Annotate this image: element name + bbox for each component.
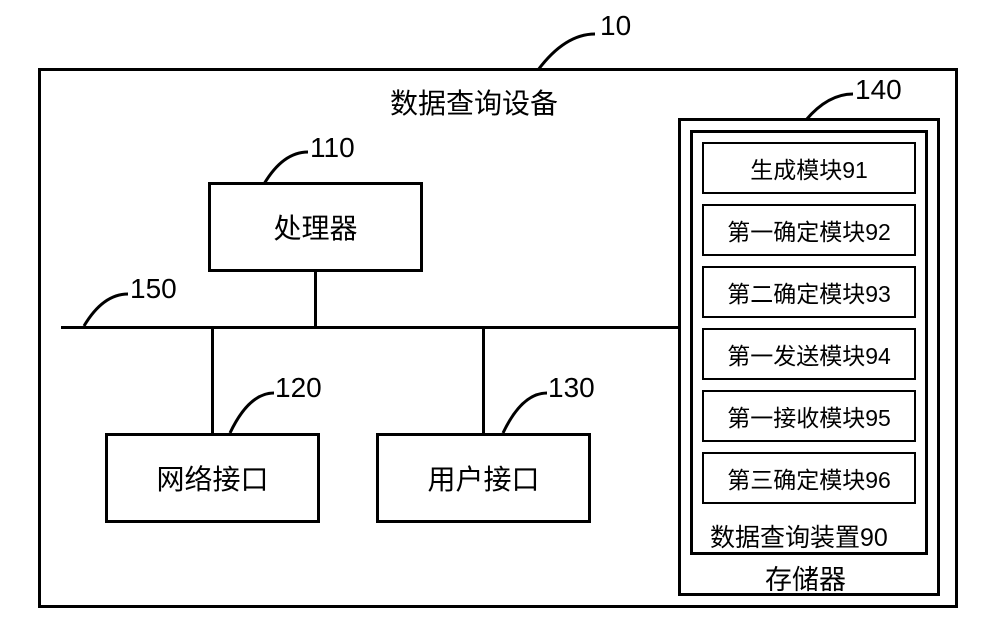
network-interface-label: 网络接口 [156, 458, 268, 498]
network-to-bus [211, 327, 214, 435]
module-3-label: 第一发送模块94 [727, 337, 891, 371]
leader-140 [800, 90, 858, 123]
leader-120 [224, 389, 279, 436]
device-inner-label: 数据查询装置90 [710, 518, 888, 554]
user-interface-box: 用户接口 [376, 433, 591, 523]
user-interface-label: 用户接口 [427, 458, 539, 498]
module-5-label: 第三确定模块96 [727, 461, 891, 495]
leader-10 [530, 30, 600, 75]
ref-120: 120 [275, 372, 322, 404]
ref-140: 140 [855, 74, 902, 106]
module-0-label: 生成模块91 [750, 151, 868, 185]
leader-110 [258, 148, 313, 188]
module-2: 第二确定模块93 [702, 266, 916, 318]
leader-130 [497, 389, 552, 436]
memory-label: 存储器 [765, 558, 846, 597]
module-2-label: 第二确定模块93 [727, 275, 891, 309]
diagram-canvas: 数据查询设备 10 处理器 110 150 网络接口 120 用户接口 130 … [0, 0, 1000, 642]
module-4-label: 第一接收模块95 [727, 399, 891, 433]
ref-10: 10 [600, 10, 631, 42]
processor-box: 处理器 [208, 182, 423, 272]
user-to-bus [482, 327, 485, 435]
bus-horizontal [61, 326, 678, 329]
module-4: 第一接收模块95 [702, 390, 916, 442]
device-title: 数据查询设备 [390, 82, 558, 122]
network-interface-box: 网络接口 [105, 433, 320, 523]
processor-to-bus [314, 272, 317, 328]
leader-150 [78, 290, 133, 330]
module-5: 第三确定模块96 [702, 452, 916, 504]
ref-150: 150 [130, 273, 177, 305]
module-1-label: 第一确定模块92 [727, 213, 891, 247]
ref-110: 110 [310, 132, 355, 164]
ref-130: 130 [548, 372, 595, 404]
module-1: 第一确定模块92 [702, 204, 916, 256]
processor-label: 处理器 [273, 207, 357, 247]
module-0: 生成模块91 [702, 142, 916, 194]
module-3: 第一发送模块94 [702, 328, 916, 380]
